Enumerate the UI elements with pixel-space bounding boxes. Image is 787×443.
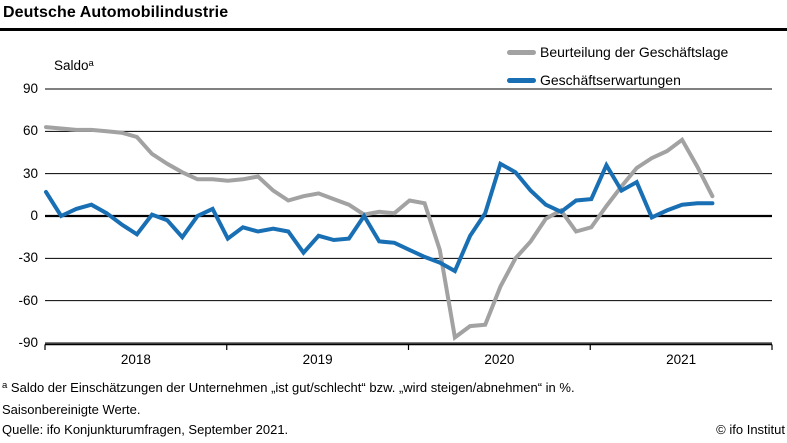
y-tick-label: -90: [18, 335, 38, 350]
legend: Beurteilung der Geschäftslage Geschäftse…: [507, 41, 728, 97]
copyright: © ifo Institut: [716, 422, 785, 437]
footnote-line-2: Saisonbereinigte Werte.: [2, 402, 141, 417]
series-line-geschaeftslage: [44, 125, 715, 341]
source-row: Quelle: ifo Konjunkturumfragen, Septembe…: [2, 420, 785, 440]
footnote-line-1-text: Saldo der Einschätzungen der Unternehmen…: [10, 380, 575, 395]
legend-item-geschaeftslage: Beurteilung der Geschäftslage: [507, 41, 728, 63]
footer: a Saldo der Einschätzungen der Unternehm…: [2, 378, 785, 440]
x-year-label: 2019: [302, 352, 333, 367]
x-year-label: 2020: [484, 352, 515, 367]
saldo-footnote-marker: a: [88, 58, 94, 69]
x-year-label: 2021: [666, 352, 697, 367]
y-tick-label: -60: [18, 292, 38, 308]
y-tick-label: 30: [22, 165, 38, 181]
series-line-erwartungen: [44, 160, 715, 274]
y-tick-label: 60: [22, 123, 38, 139]
legend-label-erwartungen: Geschäftserwartungen: [540, 72, 681, 88]
legend-swatch-gray-line: [507, 49, 536, 55]
saldo-text: Saldo: [54, 58, 89, 73]
page-title: Deutsche Automobilindustrie: [3, 4, 229, 21]
title-divider: [0, 28, 787, 31]
y-tick-label: 90: [22, 81, 38, 96]
y-tick-label: 0: [30, 208, 38, 223]
source-line: Quelle: ifo Konjunkturumfragen, Septembe…: [2, 422, 289, 437]
footnote-line-1: a Saldo der Einschätzungen der Unternehm…: [2, 378, 785, 400]
x-year-label: 2018: [120, 352, 151, 367]
legend-label-geschaeftslage: Beurteilung der Geschäftslage: [540, 44, 729, 60]
y-tick-label: -30: [18, 250, 38, 266]
legend-item-erwartungen: Geschäftserwartungen: [507, 69, 728, 91]
footnote-marker-sup: a: [2, 380, 8, 391]
legend-swatch-blue-line: [507, 77, 536, 83]
y-axis-unit-label: Saldoa: [54, 58, 94, 73]
